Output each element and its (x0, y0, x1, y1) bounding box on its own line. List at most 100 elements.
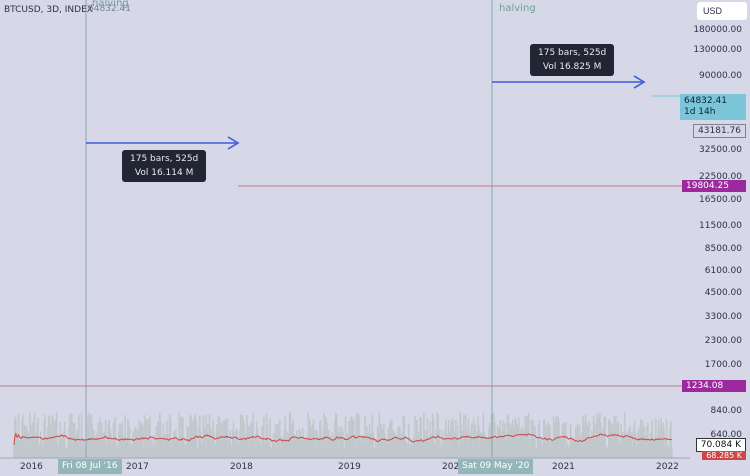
volume-bar (229, 430, 231, 458)
volume-bar (54, 420, 56, 458)
volume-bar (588, 421, 590, 458)
x-axis-label: 2022 (656, 462, 679, 472)
volume-bar (658, 435, 661, 458)
volume-bar (255, 433, 257, 458)
y-tick: 130000.00 (693, 45, 742, 55)
volume-bar (453, 437, 455, 458)
arrow-2020[interactable] (492, 75, 646, 89)
volume-bar (195, 420, 198, 458)
volume-bar (539, 440, 542, 458)
volume-bar (401, 432, 404, 458)
volume-bar (315, 444, 318, 458)
volume-bar (255, 420, 258, 458)
volume-bar (605, 448, 607, 458)
y-tick: 4500.00 (704, 288, 742, 298)
level-2016-price-label: 1234.08 (682, 380, 746, 392)
volume-bar (174, 429, 177, 458)
volume-bar (598, 437, 600, 458)
volume-bar (257, 439, 260, 458)
volume-bar (231, 430, 234, 458)
volume-bar (492, 413, 494, 458)
volume-bar (642, 445, 645, 458)
volume-bar (666, 448, 669, 458)
volume-bar (409, 444, 412, 458)
volume-bar (19, 439, 22, 458)
volume-bar (514, 417, 517, 458)
volume-bar (653, 441, 655, 458)
volume-bar (207, 440, 210, 458)
volume-bar (252, 412, 254, 458)
volume-bar (297, 437, 300, 458)
volume-bar (624, 438, 627, 458)
volume-bar (134, 427, 137, 458)
volume-bar (67, 441, 70, 458)
volume-bar (571, 441, 574, 458)
y-tick: 90000.00 (699, 71, 742, 81)
volume-bar (622, 431, 624, 458)
tooltip-volume: Vol 16.825 M (542, 62, 602, 72)
volume-bar (31, 421, 34, 458)
volume-bar (78, 446, 81, 458)
volume-bar (242, 420, 245, 458)
tooltip-bars: 175 bars, 525d (538, 48, 607, 58)
volume-bar (175, 440, 178, 458)
volume-bar (354, 447, 357, 458)
volume-bar (549, 424, 551, 458)
volume-bar (587, 442, 590, 458)
volume-bar (536, 436, 539, 458)
volume-bar (495, 447, 497, 458)
volume-bar (393, 432, 396, 458)
volume-bar (55, 412, 58, 458)
volume-bar (636, 444, 638, 458)
volume-bar (534, 426, 536, 458)
volume-bar (319, 422, 321, 458)
volume-bar (439, 429, 441, 458)
volume-bar (150, 443, 153, 458)
volume-bar (82, 438, 85, 458)
volume-bar (224, 418, 227, 458)
volume-bar (190, 414, 192, 458)
volume-bar (608, 420, 611, 458)
arrow-2016[interactable] (86, 136, 240, 150)
volume-bar (320, 447, 323, 458)
volume-bar (570, 436, 573, 458)
volume-bar (357, 412, 359, 458)
volume-bar (311, 423, 314, 458)
volume-bar (307, 412, 310, 458)
volume-bar (460, 423, 462, 458)
volume-bar (166, 433, 169, 458)
y-tick: 840.00 (710, 406, 743, 416)
volume-bar (377, 433, 380, 458)
x-axis-label: 2019 (338, 462, 361, 472)
volume-bar (359, 442, 362, 458)
volume-bar (467, 418, 470, 458)
volume-bar (406, 442, 408, 458)
volume-bar (512, 429, 515, 458)
volume-bar (188, 445, 190, 458)
volume-bar (135, 430, 138, 458)
volume-bar (99, 417, 102, 458)
volume-bar (75, 435, 78, 458)
volume-bar (654, 437, 656, 458)
volume-bar (381, 428, 383, 458)
volume-bar (567, 443, 569, 458)
volume-bar (236, 430, 238, 458)
volume-bar (213, 432, 215, 458)
volume-bar (478, 426, 480, 458)
volume-bar (154, 447, 157, 458)
volume-bar (634, 432, 637, 458)
volume-bar (113, 446, 116, 458)
currency-button[interactable]: USD (697, 2, 747, 20)
volume-bar (646, 426, 648, 458)
volume-bar (412, 438, 414, 458)
volume-bar (458, 447, 461, 458)
volume-bar (585, 423, 588, 458)
volume-bar (132, 431, 134, 458)
volume-bar (101, 422, 103, 458)
volume-bar (123, 437, 126, 458)
volume-bar (150, 436, 152, 458)
volume-bar (28, 444, 30, 458)
volume-bar (407, 447, 409, 458)
volume-bar (552, 416, 555, 458)
